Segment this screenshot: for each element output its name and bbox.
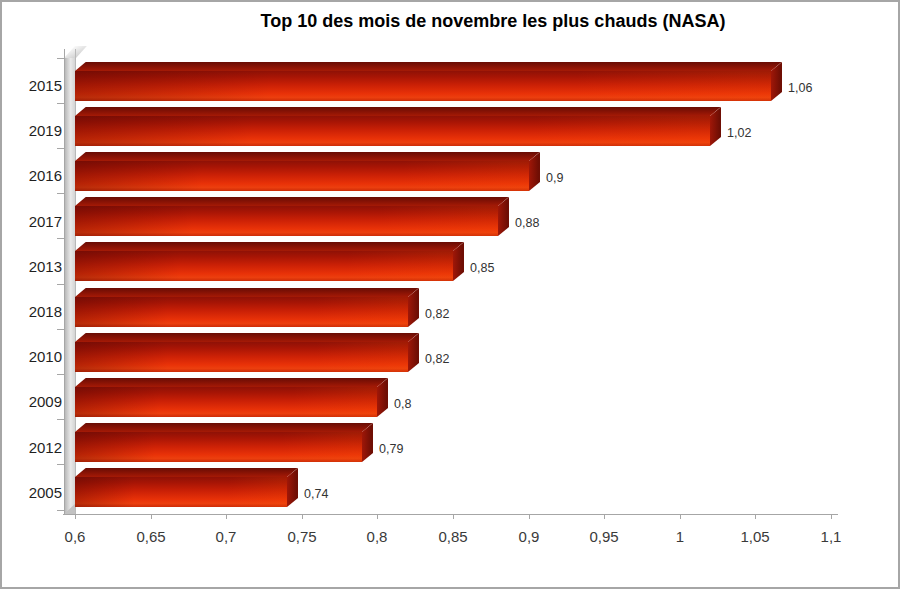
y-axis-label-2009: 2009 <box>2 386 62 418</box>
x-axis-tick <box>604 514 605 519</box>
y-axis-tick <box>57 238 64 239</box>
y-axis-tick <box>57 329 64 330</box>
x-axis-tick <box>680 514 681 519</box>
bar-2018 <box>75 297 408 327</box>
y-axis-label-2010: 2010 <box>2 341 62 373</box>
x-axis-tick <box>755 514 756 519</box>
bar-top-face <box>75 423 373 432</box>
x-axis-tick-label: 0,9 <box>499 528 559 545</box>
bar-value-label: 1,06 <box>788 73 812 103</box>
x-axis-tick-label: 0,65 <box>121 528 181 545</box>
bar-top-face <box>75 333 419 342</box>
bar-top-face <box>75 288 419 297</box>
y-axis-label-2018: 2018 <box>2 296 62 328</box>
bar-2019 <box>75 116 710 146</box>
bar-side-face <box>362 423 373 462</box>
y-axis-label-2015: 2015 <box>2 70 62 102</box>
bar-2009 <box>75 387 377 417</box>
bar-2010 <box>75 342 408 372</box>
y-axis-tick <box>57 148 64 149</box>
y-axis-label-2019: 2019 <box>2 115 62 147</box>
bar-2013 <box>75 251 453 281</box>
x-axis-tick <box>453 514 454 519</box>
bar-top-face <box>75 107 721 116</box>
bar-value-label: 0,85 <box>470 253 494 283</box>
x-axis-tick <box>831 514 832 519</box>
bar-top-face <box>75 62 782 71</box>
x-axis-tick <box>377 514 378 519</box>
bar-value-label: 0,82 <box>425 299 449 329</box>
x-axis-tick-label: 0,7 <box>196 528 256 545</box>
plot-area: 2015 1,06 2019 1,02 2016 0,9 2017 0,88 2013 0,85 2… <box>2 2 898 587</box>
bar-side-face <box>453 242 464 281</box>
bar-top-face <box>75 152 540 161</box>
x-axis-tick <box>302 514 303 519</box>
x-axis-tick-label: 0,95 <box>574 528 634 545</box>
y-axis-tick <box>57 464 64 465</box>
bar-2017 <box>75 206 498 236</box>
x-axis-line <box>63 514 838 515</box>
x-axis-tick-label: 0,85 <box>423 528 483 545</box>
bar-top-face <box>75 197 509 206</box>
y-axis-tick <box>57 284 64 285</box>
bar-value-label: 0,82 <box>425 344 449 374</box>
bar-value-label: 0,9 <box>546 163 563 193</box>
chart-window: Top 10 des mois de novembre les plus cha… <box>0 0 900 589</box>
bar-2005 <box>75 477 287 507</box>
bar-2016 <box>75 161 529 191</box>
bar-value-label: 0,88 <box>515 208 539 238</box>
bar-top-face <box>75 378 388 387</box>
y-axis-tick <box>57 103 64 104</box>
y-axis-label-2013: 2013 <box>2 250 62 282</box>
y-axis-tick <box>57 419 64 420</box>
bar-side-face <box>498 197 509 236</box>
x-axis-tick <box>226 514 227 519</box>
x-axis-tick <box>529 514 530 519</box>
y-axis-tick <box>57 58 64 59</box>
y-axis-label-2005: 2005 <box>2 476 62 508</box>
bar-top-face <box>75 468 298 477</box>
bar-side-face <box>287 468 298 507</box>
bar-value-label: 1,02 <box>727 118 751 148</box>
x-axis-tick-label: 0,8 <box>347 528 407 545</box>
x-axis-tick-label: 1,1 <box>801 528 861 545</box>
y-axis-label-2012: 2012 <box>2 431 62 463</box>
y-axis-tick <box>57 510 64 511</box>
x-axis-tick-label: 1,05 <box>725 528 785 545</box>
bar-value-label: 0,79 <box>379 434 403 464</box>
x-axis-tick <box>151 514 152 519</box>
bar-top-face <box>75 242 464 251</box>
y-axis-label-2017: 2017 <box>2 205 62 237</box>
x-axis-tick <box>75 514 76 519</box>
x-axis-tick-label: 0,75 <box>272 528 332 545</box>
y-axis-tick <box>57 374 64 375</box>
bar-2015 <box>75 71 771 101</box>
bar-value-label: 0,8 <box>394 389 411 419</box>
bar-2012 <box>75 432 362 462</box>
y-axis-label-2016: 2016 <box>2 160 62 192</box>
x-axis-tick-label: 0,6 <box>45 528 105 545</box>
bar-value-label: 0,74 <box>304 479 328 509</box>
y-axis-tick <box>57 193 64 194</box>
x-axis-tick-label: 1 <box>650 528 710 545</box>
y-axis-line <box>64 49 65 514</box>
